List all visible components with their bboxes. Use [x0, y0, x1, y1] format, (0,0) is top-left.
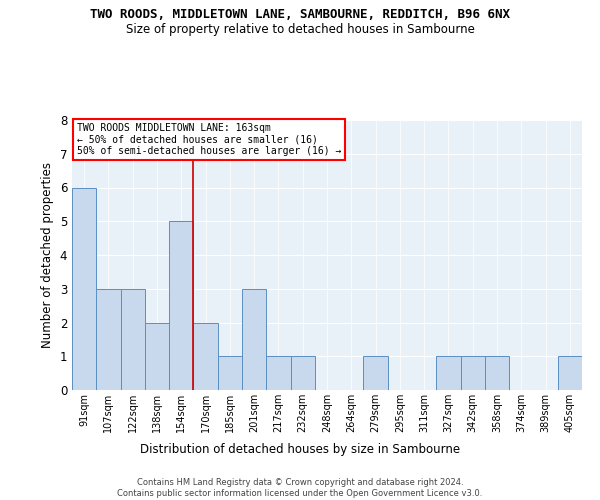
Bar — [121, 289, 145, 390]
Text: TWO ROODS MIDDLETOWN LANE: 163sqm
← 50% of detached houses are smaller (16)
50% : TWO ROODS MIDDLETOWN LANE: 163sqm ← 50% … — [77, 122, 341, 156]
Bar — [169, 221, 193, 390]
Bar — [218, 356, 242, 390]
Text: Distribution of detached houses by size in Sambourne: Distribution of detached houses by size … — [140, 442, 460, 456]
Bar — [242, 289, 266, 390]
Y-axis label: Number of detached properties: Number of detached properties — [41, 162, 54, 348]
Bar — [266, 356, 290, 390]
Bar — [96, 289, 121, 390]
Text: Size of property relative to detached houses in Sambourne: Size of property relative to detached ho… — [125, 22, 475, 36]
Bar — [72, 188, 96, 390]
Bar — [193, 322, 218, 390]
Bar — [558, 356, 582, 390]
Bar — [436, 356, 461, 390]
Bar — [461, 356, 485, 390]
Text: TWO ROODS, MIDDLETOWN LANE, SAMBOURNE, REDDITCH, B96 6NX: TWO ROODS, MIDDLETOWN LANE, SAMBOURNE, R… — [90, 8, 510, 20]
Bar — [290, 356, 315, 390]
Bar — [145, 322, 169, 390]
Text: Contains HM Land Registry data © Crown copyright and database right 2024.
Contai: Contains HM Land Registry data © Crown c… — [118, 478, 482, 498]
Bar — [485, 356, 509, 390]
Bar — [364, 356, 388, 390]
